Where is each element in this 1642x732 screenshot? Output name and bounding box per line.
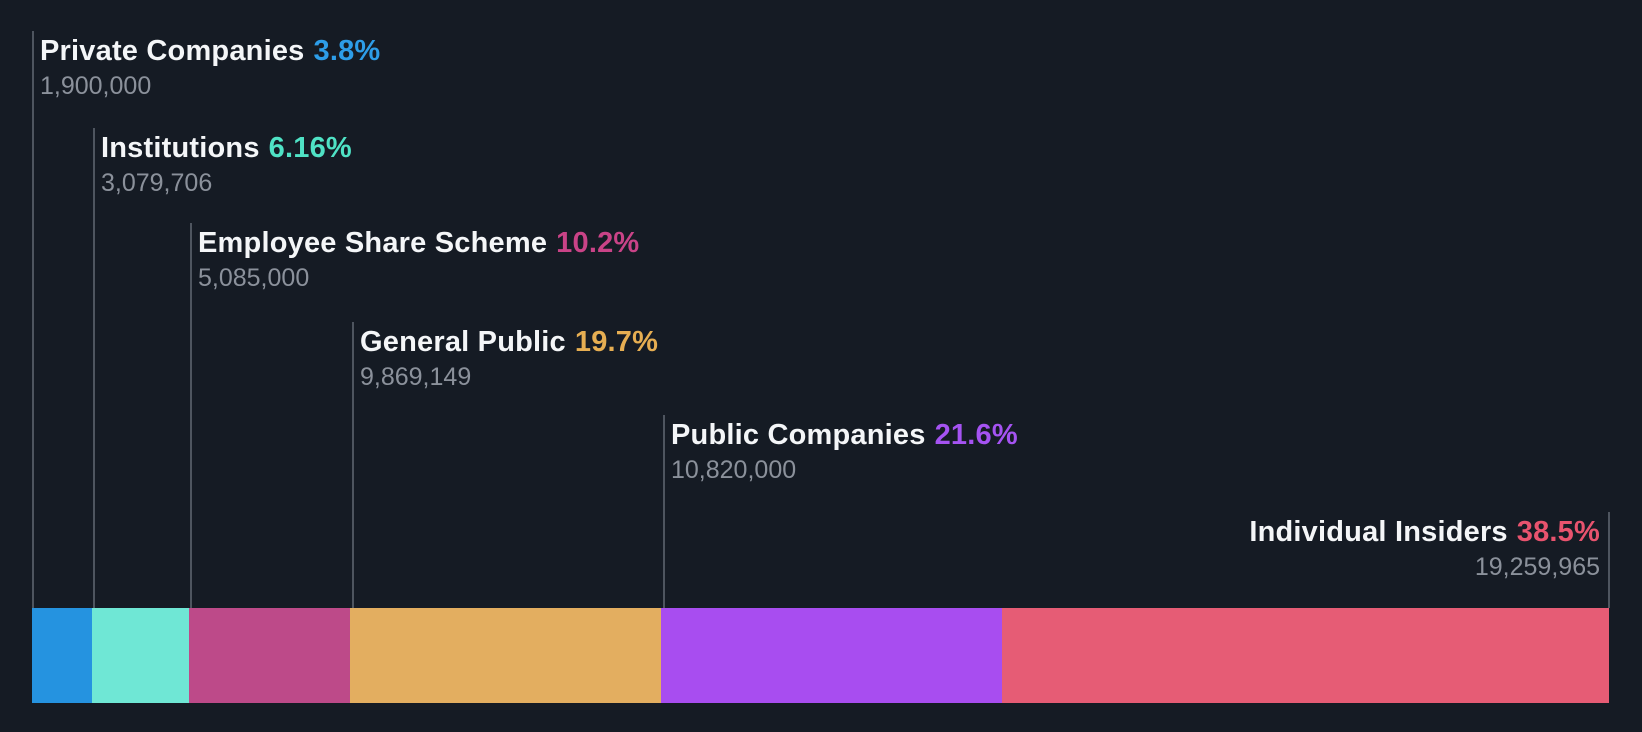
- owner-share-count: 9,869,149: [360, 363, 472, 391]
- leader-line-employee-share-scheme: [190, 223, 192, 608]
- callout-employee-share-scheme: Employee Share Scheme 10.2% 5,085,000: [198, 225, 639, 295]
- leader-line-public-companies: [663, 415, 665, 608]
- owner-type-label: Institutions: [101, 132, 260, 164]
- owner-share-count: 1,900,000: [40, 72, 152, 100]
- leader-line-individual-insiders: [1608, 512, 1610, 608]
- callout-title: Employee Share Scheme 10.2%: [198, 225, 639, 262]
- callout-title: Institutions 6.16%: [101, 130, 352, 167]
- callout-private-companies: Private Companies 3.8% 1,900,000: [40, 33, 380, 103]
- leader-line-institutions: [93, 128, 95, 608]
- owner-percent: 10.2%: [556, 227, 640, 259]
- owner-share-count: 19,259,965: [1474, 553, 1600, 581]
- owner-share-count: 3,079,706: [101, 169, 213, 197]
- callout-public-companies: Public Companies 21.6% 10,820,000: [671, 417, 1018, 487]
- bar-segment-institutions[interactable]: [91, 608, 190, 703]
- callout-institutions: Institutions 6.16% 3,079,706: [101, 130, 352, 200]
- callout-title: Public Companies 21.6%: [671, 417, 1018, 454]
- callout-individual-insiders: Individual Insiders 38.5% 19,259,965: [1249, 514, 1600, 584]
- leader-line-private-companies: [32, 31, 34, 608]
- owner-type-label: Public Companies: [671, 419, 926, 451]
- bar-segment-employee-share-scheme[interactable]: [189, 608, 351, 703]
- callout-title: Individual Insiders 38.5%: [1249, 514, 1600, 551]
- owner-percent: 3.8%: [313, 35, 381, 67]
- bar-segment-individual-insiders[interactable]: [1001, 608, 1610, 703]
- owner-type-label: Employee Share Scheme: [198, 227, 548, 259]
- owner-percent: 38.5%: [1516, 516, 1600, 548]
- owner-type-label: Individual Insiders: [1249, 516, 1508, 548]
- owner-type-label: General Public: [360, 326, 566, 358]
- callout-general-public: General Public 19.7% 9,869,149: [360, 324, 658, 394]
- owner-percent: 21.6%: [934, 419, 1018, 451]
- owner-percent: 6.16%: [268, 132, 352, 164]
- owner-share-count: 5,085,000: [198, 264, 310, 292]
- bar-segment-public-companies[interactable]: [660, 608, 1002, 703]
- callout-title: Private Companies 3.8%: [40, 33, 380, 70]
- owner-percent: 19.7%: [574, 326, 659, 358]
- owner-type-label: Private Companies: [40, 35, 305, 67]
- leader-line-general-public: [352, 322, 354, 608]
- bar-segment-general-public[interactable]: [350, 608, 661, 703]
- ownership-stacked-bar: [32, 608, 1610, 703]
- owner-share-count: 10,820,000: [671, 456, 797, 484]
- callout-title: General Public 19.7%: [360, 324, 658, 361]
- bar-segment-private-companies[interactable]: [32, 608, 92, 703]
